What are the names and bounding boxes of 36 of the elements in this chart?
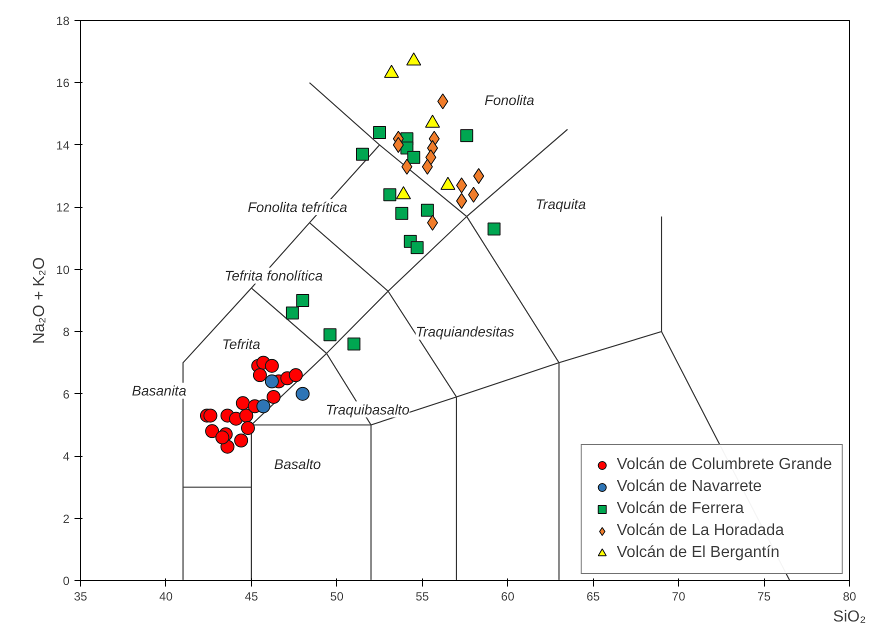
legend-label: Volcán de Columbrete Grande	[616, 456, 832, 474]
y-tick-label: 4	[62, 450, 70, 464]
legend-label: Volcán de La Horadada	[616, 522, 784, 540]
x-tick-label: 80	[842, 590, 856, 604]
x-tick-label: 60	[501, 590, 515, 604]
y-tick-label: 10	[56, 262, 70, 277]
legend-label: Volcán de Ferrera	[616, 500, 744, 518]
y-tick-label: 14	[56, 138, 70, 152]
x-tick-label: 75	[757, 590, 772, 604]
x-tick-label: 45	[244, 590, 258, 604]
legend-label: Volcán de El Bergantín	[616, 544, 780, 562]
y-tick-label: 12	[56, 200, 70, 215]
x-axis-title: SiO₂	[833, 608, 866, 626]
y-tick-label: 18	[56, 14, 70, 28]
x-tick-label: 70	[672, 590, 686, 604]
y-tick-label: 0	[62, 574, 70, 588]
x-tick-label: 65	[586, 590, 600, 604]
x-tick-label: 35	[74, 590, 88, 604]
annotation: Traquita	[536, 196, 586, 212]
annotation: Traquibasalto	[326, 401, 410, 418]
y-tick-label: 2	[62, 512, 70, 526]
x-tick-label: 55	[416, 590, 430, 604]
annotation: Tefrita	[222, 336, 261, 352]
annotation: Basanita	[132, 382, 187, 399]
annotation: Tefrita fonolítica	[224, 268, 323, 284]
y-tick-label: 6	[62, 387, 70, 402]
x-tick-label: 50	[330, 590, 344, 604]
legend-label: Volcán de Navarrete	[616, 478, 762, 496]
annotation: Fonolita	[484, 92, 535, 108]
y-tick-label: 16	[56, 76, 70, 90]
x-tick-label: 40	[159, 590, 173, 604]
annotation: Traquiandesitas	[416, 324, 514, 340]
y-axis-title: Na₂O + K₂O	[31, 257, 48, 344]
annotation: Fonolita tefrítica	[248, 199, 348, 216]
annotation: Basalto	[274, 456, 322, 472]
y-tick-label: 8	[62, 325, 70, 340]
